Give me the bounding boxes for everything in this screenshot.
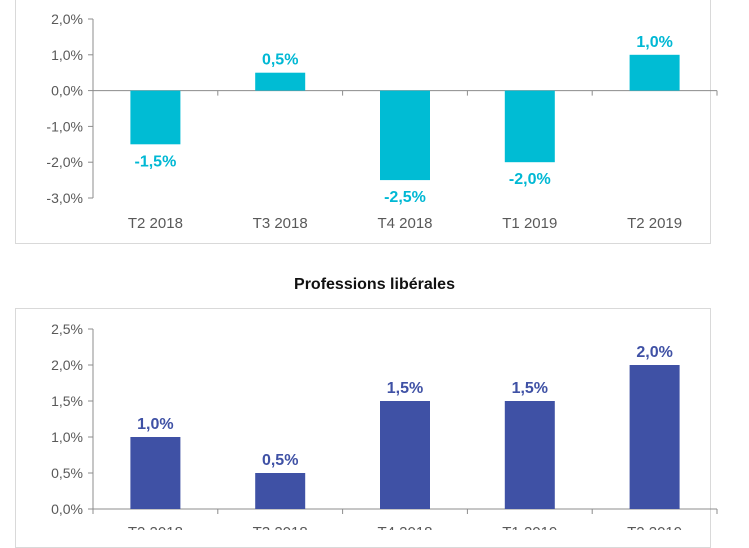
category-label-bottom: T4 2018 bbox=[377, 524, 432, 530]
y-tick-label-top: 1,0% bbox=[51, 47, 83, 63]
data-label-top: 0,5% bbox=[262, 52, 298, 69]
category-label-top: T1 2019 bbox=[502, 215, 557, 232]
category-label-top: T2 2019 bbox=[627, 215, 682, 232]
bar-bottom bbox=[255, 473, 306, 509]
data-label-bottom: 0,5% bbox=[262, 452, 298, 469]
y-tick-label-top: -1,0% bbox=[46, 118, 83, 134]
category-label-bottom: T2 2019 bbox=[627, 524, 682, 530]
bar-top bbox=[255, 72, 306, 91]
y-tick-label-top: -3,0% bbox=[46, 190, 83, 206]
data-label-bottom: 1,5% bbox=[387, 380, 423, 397]
bar-top bbox=[130, 90, 181, 145]
data-label-top: -2,5% bbox=[384, 189, 426, 206]
category-label-bottom: T3 2018 bbox=[253, 524, 308, 530]
y-tick-label-top: -2,0% bbox=[46, 154, 83, 170]
bar-top bbox=[504, 90, 555, 163]
y-tick-label-bottom: 1,5% bbox=[51, 393, 83, 409]
bar-bottom bbox=[629, 365, 680, 509]
data-label-bottom: 1,0% bbox=[137, 416, 173, 433]
charts-svg: -3,0% -2,0% -1,0% 0,0% 1,0% 2,0% -1,5% T2 2018 0… bbox=[46, 11, 718, 530]
data-label-top: -1,5% bbox=[135, 153, 177, 170]
category-label-top: T4 2018 bbox=[377, 215, 432, 232]
y-tick-label-bottom: 0,5% bbox=[51, 465, 83, 481]
bar-top bbox=[380, 90, 430, 181]
bar-top bbox=[629, 54, 680, 91]
data-label-bottom: 2,0% bbox=[636, 344, 672, 361]
bar-bottom bbox=[380, 401, 430, 509]
data-label-bottom: 1,5% bbox=[512, 380, 548, 397]
category-label-bottom: T2 2018 bbox=[128, 524, 183, 530]
chart-title-bottom: Professions libérales bbox=[294, 276, 455, 293]
category-label-bottom: T1 2019 bbox=[502, 524, 557, 530]
y-tick-label-bottom: 0,0% bbox=[51, 501, 83, 517]
bar-bottom bbox=[130, 437, 181, 509]
y-tick-label-bottom: 1,0% bbox=[51, 429, 83, 445]
y-tick-label-bottom: 2,0% bbox=[51, 357, 83, 373]
bar-bottom bbox=[504, 401, 555, 509]
category-label-top: T2 2018 bbox=[128, 215, 183, 232]
data-label-top: 1,0% bbox=[636, 34, 672, 51]
data-label-top: -2,0% bbox=[509, 171, 551, 188]
category-label-top: T3 2018 bbox=[253, 215, 308, 232]
y-tick-label-top: 2,0% bbox=[51, 11, 83, 27]
y-tick-label-bottom: 2,5% bbox=[51, 321, 83, 337]
y-tick-label-top: 0,0% bbox=[51, 83, 83, 99]
